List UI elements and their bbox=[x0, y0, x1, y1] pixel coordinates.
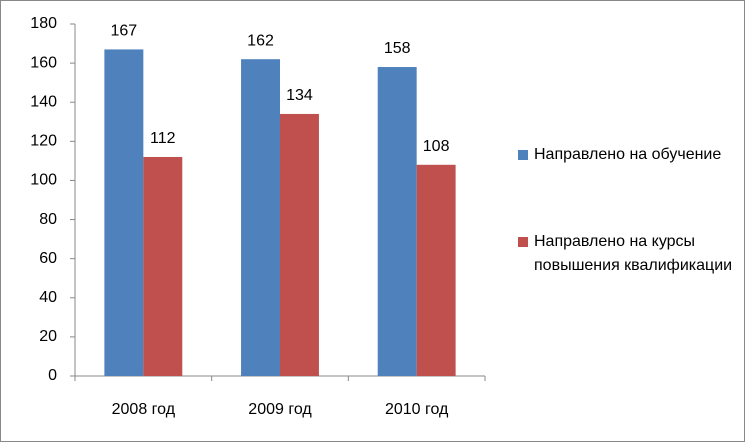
data-label: 108 bbox=[423, 138, 450, 155]
bar bbox=[280, 113, 319, 376]
bar bbox=[143, 156, 183, 376]
legend-item: Направлено на обучение bbox=[518, 143, 733, 167]
x-tick-label: 2010 год bbox=[385, 401, 449, 418]
data-label: 162 bbox=[247, 32, 274, 49]
data-label: 134 bbox=[286, 87, 313, 104]
y-tick-label: 80 bbox=[39, 211, 57, 228]
y-tick-label: 120 bbox=[30, 133, 57, 150]
bar bbox=[377, 67, 417, 377]
legend-item: Направлено на курсы повышения квалификац… bbox=[518, 230, 733, 278]
y-tick-label: 180 bbox=[30, 15, 57, 32]
legend-swatch bbox=[518, 150, 528, 160]
y-tick-label: 0 bbox=[48, 367, 57, 384]
bar bbox=[241, 59, 280, 376]
y-tick-label: 40 bbox=[39, 289, 57, 306]
x-tick-label: 2009 год bbox=[248, 401, 312, 418]
data-label: 167 bbox=[111, 23, 138, 40]
legend-label: Направлено на обучение bbox=[534, 146, 722, 163]
y-tick-label: 100 bbox=[30, 172, 57, 189]
y-tick-label: 140 bbox=[30, 93, 57, 110]
bar bbox=[416, 164, 456, 376]
x-tick-label: 2008 год bbox=[112, 401, 176, 418]
y-tick-label: 60 bbox=[39, 250, 57, 267]
legend-label: Направлено на курсы повышения квалификац… bbox=[534, 233, 733, 274]
y-tick-label: 160 bbox=[30, 54, 57, 71]
bar bbox=[104, 49, 144, 377]
data-label: 112 bbox=[150, 130, 176, 147]
data-label: 158 bbox=[384, 40, 411, 57]
legend-swatch bbox=[518, 237, 528, 247]
y-tick-label: 20 bbox=[39, 328, 57, 345]
